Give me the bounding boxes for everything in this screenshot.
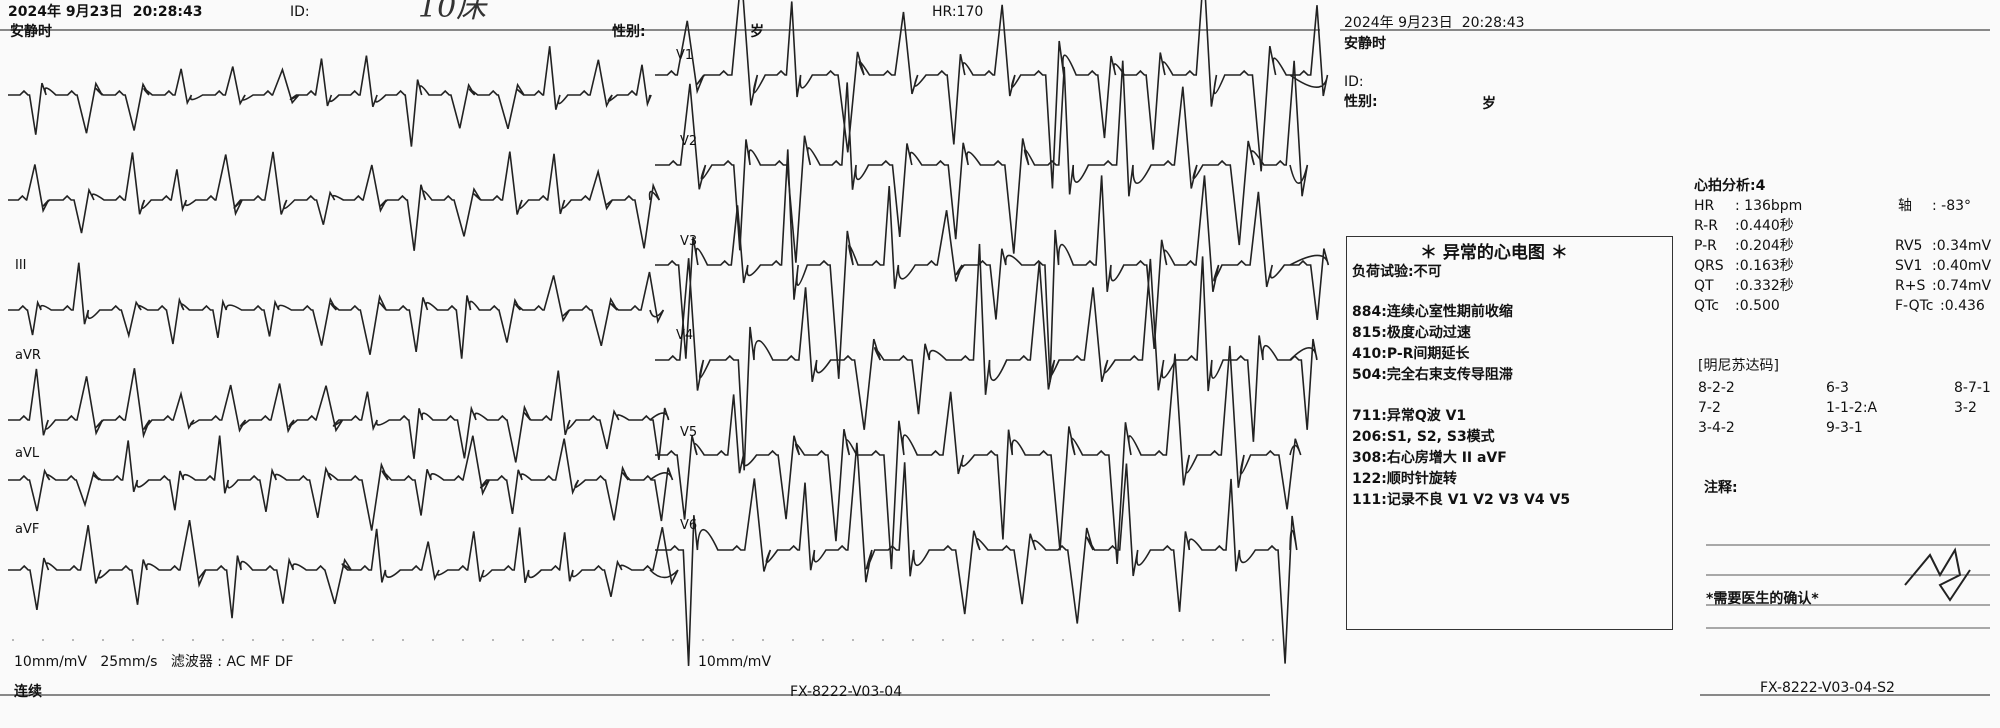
minnesota-title: [明尼苏达码] <box>1698 358 1779 374</box>
analysis-title: 心拍分析:4 <box>1694 178 1766 194</box>
measure-name: P-R <box>1694 238 1717 254</box>
report-model: FX-8222-V03-04-S2 <box>1760 680 1895 696</box>
lead-label: V3 <box>680 234 698 249</box>
lead-label: V2 <box>680 134 698 149</box>
confirm: *需要医生的确认* <box>1706 591 1819 607</box>
findings-title: ＊ 异常的心电图 ＊ <box>1420 243 1568 263</box>
finding: 308:右心房增大 II aVF <box>1352 450 1507 466</box>
minnesota-code: 7-2 <box>1698 400 1721 416</box>
finding: 504:完全右束支传导阻滞 <box>1352 367 1513 383</box>
finding: 206:S1, S2, S3模式 <box>1352 429 1495 445</box>
finding: 410:P-R间期延长 <box>1352 346 1470 362</box>
report-id: ID: <box>1344 74 1364 90</box>
stress-test: 负荷试验:不可 <box>1352 264 1442 280</box>
minnesota-code: 3-4-2 <box>1698 420 1735 436</box>
finding: 815:极度心动过速 <box>1352 325 1471 341</box>
ecg-trace <box>8 262 665 359</box>
mode: 连续 <box>14 684 42 700</box>
bed: 10床 <box>418 0 487 25</box>
model: FX-8222-V03-04 <box>790 684 903 700</box>
finding: 111:记录不良 V1 V2 V3 V4 V5 <box>1352 492 1571 508</box>
measure-value: :0.74mV <box>1932 278 1992 294</box>
settings: 10mm/mV 25mm/s 滤波器 : AC MF DF <box>14 654 294 670</box>
notes-label: 注释: <box>1704 480 1738 496</box>
minnesota-code: 8-2-2 <box>1698 380 1735 396</box>
heart-rate: HR:170 <box>932 4 984 20</box>
ecg-trace <box>8 520 679 619</box>
lead-label: V4 <box>676 328 694 343</box>
measure-name: QRS <box>1694 258 1724 274</box>
ecg-trace <box>655 442 1298 667</box>
report-age: 岁 <box>1482 96 1496 112</box>
measure-value: :0.34mV <box>1932 238 1992 254</box>
sex-label: 性别: <box>612 24 646 40</box>
ecg-trace <box>8 368 670 463</box>
ecg-trace <box>655 243 1318 471</box>
lead-label: aVL <box>15 446 40 461</box>
lead-label: aVR <box>15 348 41 363</box>
finding: 122:顺时针旋转 <box>1352 471 1457 487</box>
measure-name: R+S <box>1895 278 1926 294</box>
measure-value: : -83° <box>1932 198 1972 214</box>
minnesota-code: 9-3-1 <box>1826 420 1863 436</box>
ecg-trace <box>655 60 1309 263</box>
measure-value: :0.163秒 <box>1735 258 1794 274</box>
ecg-trace <box>655 345 1302 570</box>
lead-label: V5 <box>680 425 698 440</box>
age-unit: 岁 <box>750 24 764 40</box>
minnesota-code: 6-3 <box>1826 380 1849 396</box>
report-sex: 性别: <box>1344 94 1378 110</box>
ecg-trace <box>8 151 661 251</box>
findings-box <box>1346 236 1673 630</box>
finding: 884:连续心室性期前收缩 <box>1352 304 1513 320</box>
signature <box>1904 547 1971 602</box>
measure-value: :0.436 <box>1940 298 1985 314</box>
ecg-trace <box>655 0 1329 189</box>
gain: 10mm/mV <box>698 654 772 670</box>
ecg-trace <box>8 46 652 147</box>
id-label: ID: <box>290 4 310 20</box>
lead-label: V1 <box>676 48 694 63</box>
report-state: 安静时 <box>1344 36 1386 52</box>
datetime: 2024年 9月23日 20:28:43 <box>8 4 203 20</box>
ecg-trace <box>655 149 1330 382</box>
state: 安静时 <box>10 24 52 40</box>
measure-value: :0.40mV <box>1932 258 1992 274</box>
measure-name: 轴 <box>1898 198 1912 214</box>
measure-name: SV1 <box>1895 258 1923 274</box>
measure-value: :0.440秒 <box>1735 218 1794 234</box>
lead-label: III <box>15 258 27 273</box>
measure-value: :0.500 <box>1735 298 1780 314</box>
lead-label: I <box>12 22 16 37</box>
minnesota-code: 3-2 <box>1954 400 1977 416</box>
measure-name: QT <box>1694 278 1714 294</box>
ecg-trace <box>8 435 674 531</box>
measure-value: :0.332秒 <box>1735 278 1794 294</box>
finding: 711:异常Q波 V1 <box>1352 408 1467 424</box>
measure-name: QTc <box>1694 298 1719 314</box>
measure-name: F-QTc <box>1895 298 1934 314</box>
measure-name: R-R <box>1694 218 1718 234</box>
report-datetime: 2024年 9月23日 20:28:43 <box>1344 15 1525 31</box>
minnesota-code: 1-1-2:A <box>1826 400 1878 416</box>
lead-label: aVF <box>15 522 40 537</box>
lead-label: V6 <box>680 518 698 533</box>
measure-name: RV5 <box>1895 238 1923 254</box>
minnesota-code: 8-7-1 <box>1954 380 1991 396</box>
measure-value: :0.204秒 <box>1735 238 1794 254</box>
measure-value: : 136bpm <box>1735 198 1803 214</box>
measure-name: HR <box>1694 198 1715 214</box>
